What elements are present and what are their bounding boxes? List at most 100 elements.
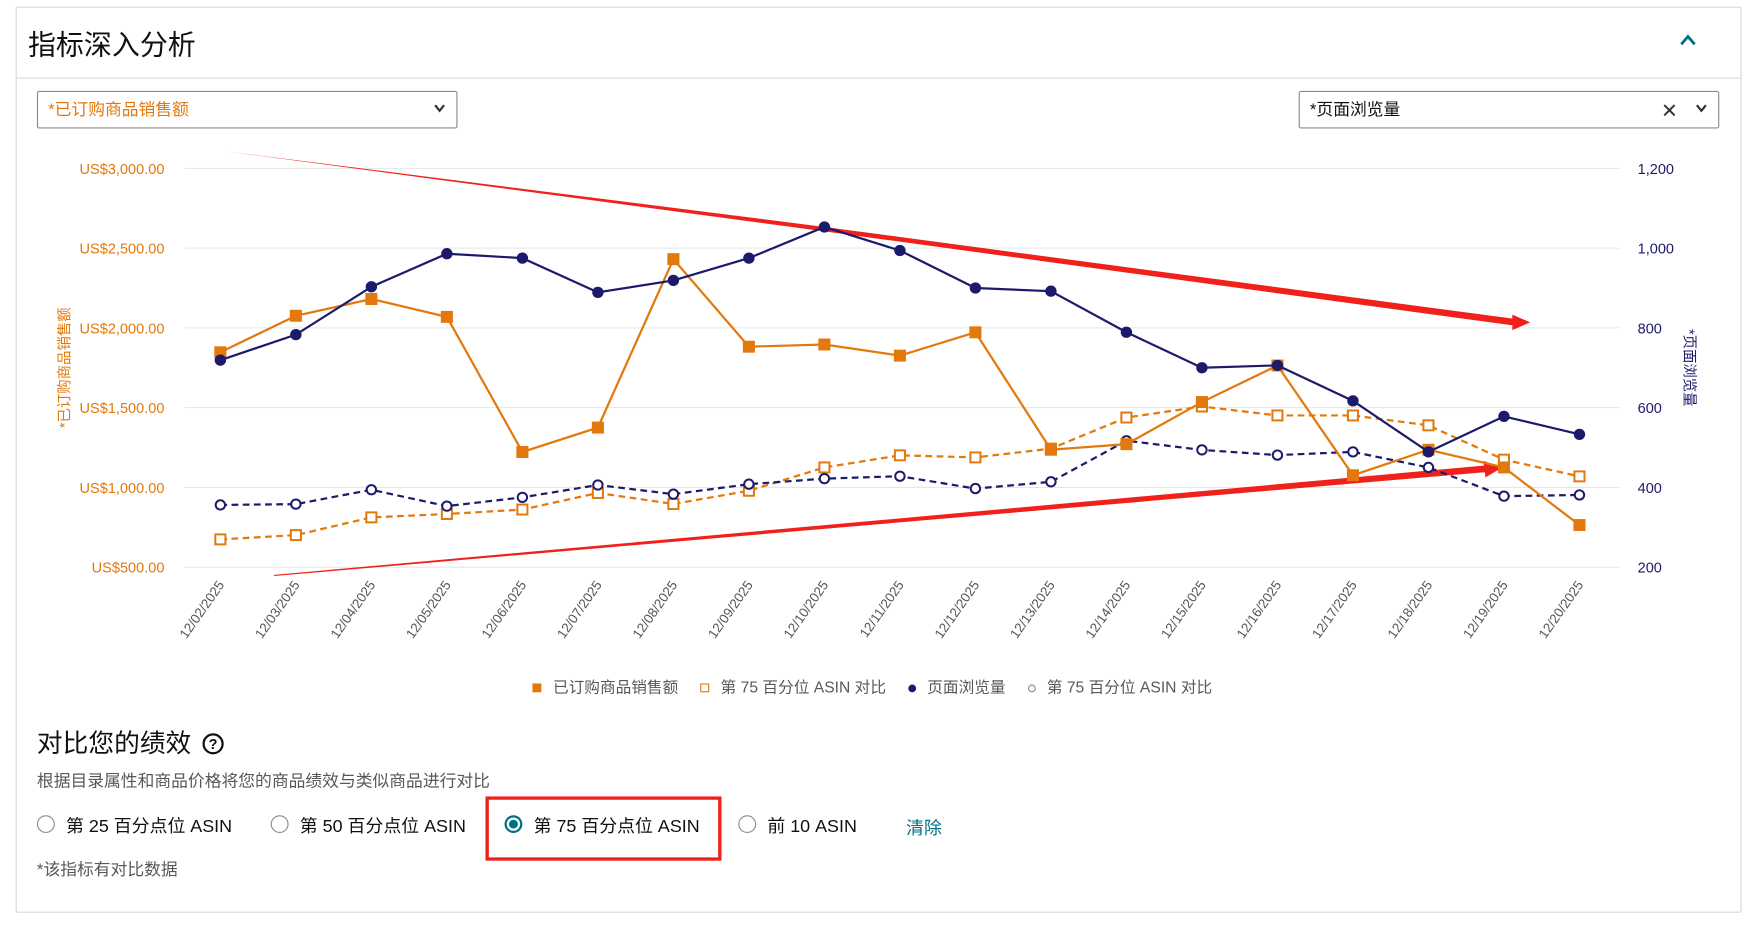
data-point xyxy=(441,248,453,260)
data-point xyxy=(818,461,831,474)
right-metric-select[interactable]: *页面浏览量 ✕ xyxy=(1298,90,1720,129)
data-point xyxy=(290,498,302,510)
legend-item[interactable]: 第 75 百分位 ASIN 对比 xyxy=(1027,678,1212,696)
line-chart: US$500.00 US$1,000.00 US$1,500.00 US$2,000.… xyxy=(56,151,1698,641)
y-left-tick-label: US$500.00 xyxy=(92,561,165,577)
radio-label: 第 25 百分点位 ASIN xyxy=(65,817,233,837)
circle-open-icon xyxy=(1027,684,1036,693)
radio-circle[interactable] xyxy=(270,815,289,833)
data-point xyxy=(365,511,378,524)
legend-item[interactable]: 第 75 百分位 ASIN 对比 xyxy=(700,677,886,696)
legend-item[interactable]: 已订购商品销售额 xyxy=(532,678,678,696)
data-point xyxy=(893,449,906,462)
series-line xyxy=(220,225,1580,454)
x-tick-label: 12/02/2025 xyxy=(176,578,227,641)
data-point xyxy=(743,252,755,264)
series-line xyxy=(219,257,1581,526)
y-left-tick-label: US$3,000.00 xyxy=(80,162,165,178)
x-tick-label: 12/10/2025 xyxy=(781,578,832,641)
metric-analysis-panel: 指标深入分析 xyxy=(15,6,1742,913)
clear-link[interactable]: 清除 xyxy=(906,819,942,839)
x-tick-label: 12/15/2025 xyxy=(1158,578,1209,641)
radio-p25[interactable]: 第 25 百分点位 ASIN xyxy=(36,811,233,838)
arrow-head-icon xyxy=(1512,314,1531,331)
legend-label: 页面浏览量 xyxy=(927,677,1006,696)
left-metric-value: *已订购商品销售额 xyxy=(48,100,189,120)
x-tick-label: 12/13/2025 xyxy=(1007,578,1058,641)
data-point xyxy=(893,349,906,362)
data-point xyxy=(667,253,680,266)
y-right-tick-label: 200 xyxy=(1638,561,1662,577)
data-point xyxy=(818,221,831,233)
data-point xyxy=(1120,438,1133,451)
radio-circle-selected[interactable] xyxy=(504,815,523,833)
data-point xyxy=(667,497,680,510)
highlight-box xyxy=(485,796,722,861)
circle-filled-icon xyxy=(908,684,917,693)
data-point xyxy=(214,354,227,366)
radio-circle[interactable] xyxy=(36,815,55,833)
data-point xyxy=(441,500,453,512)
data-point xyxy=(290,329,302,341)
y-left-tick-label: US$1,500.00 xyxy=(80,401,165,417)
y-left-axis-label: *已订购商品销售额 xyxy=(56,307,73,428)
data-point xyxy=(289,309,302,322)
y-left-tick-label: US$2,500.00 xyxy=(80,242,165,258)
data-point xyxy=(1271,449,1284,461)
data-point xyxy=(1196,444,1208,456)
data-point xyxy=(1120,411,1133,424)
data-point xyxy=(1271,409,1284,422)
radio-label: 第 50 百分点位 ASIN xyxy=(299,817,466,837)
data-point xyxy=(894,470,906,482)
chevron-up-icon[interactable] xyxy=(1680,32,1696,48)
data-point xyxy=(365,281,378,293)
data-point xyxy=(969,282,982,294)
x-tick-label: 12/20/2025 xyxy=(1536,578,1587,641)
data-point xyxy=(969,451,982,464)
data-point xyxy=(742,340,755,353)
radio-top10[interactable]: 前 10 ASIN xyxy=(738,811,857,838)
data-point xyxy=(1347,395,1359,407)
left-metric-select[interactable]: *已订购商品销售额 xyxy=(36,90,458,129)
x-tick-label: 12/03/2025 xyxy=(252,578,303,641)
data-point xyxy=(440,310,453,323)
x-tick-label: 12/16/2025 xyxy=(1234,578,1285,641)
y-left-tick-label: US$1,000.00 xyxy=(80,481,165,497)
x-tick-label: 12/17/2025 xyxy=(1309,578,1360,641)
data-point xyxy=(1573,470,1586,483)
data-point xyxy=(365,293,378,305)
x-tick-label: 12/19/2025 xyxy=(1460,578,1511,641)
legend-item[interactable]: 页面浏览量 xyxy=(908,677,1006,696)
radio-p75[interactable]: 第 75 百分点位 ASIN xyxy=(504,811,700,838)
radio-p50[interactable]: 第 50 百分点位 ASIN xyxy=(270,811,466,838)
data-point xyxy=(1498,410,1510,423)
data-point xyxy=(1346,469,1359,482)
y-right-tick-label: 600 xyxy=(1638,401,1662,417)
arrow-head-icon xyxy=(1483,460,1503,478)
x-tick-label: 12/11/2025 xyxy=(857,578,907,640)
help-icon[interactable]: ? xyxy=(202,733,224,755)
compare-title-text: 对比您的绩效 xyxy=(36,728,192,758)
data-point xyxy=(516,445,529,458)
y-right-tick-label: 1,000 xyxy=(1638,242,1674,258)
radio-label: 前 10 ASIN xyxy=(767,817,857,837)
x-tick-label: 12/14/2025 xyxy=(1083,578,1134,641)
data-point xyxy=(1497,461,1510,474)
data-point xyxy=(667,488,680,500)
panel-header: 指标深入分析 xyxy=(16,8,1741,79)
data-point xyxy=(1045,476,1057,488)
chart-legend: 已订购商品销售额 第 75 百分位 ASIN 对比 页面浏览量 第 75 百分位… xyxy=(0,676,1745,698)
legend-label: 第 75 百分位 ASIN 对比 xyxy=(720,677,886,696)
data-point xyxy=(1422,419,1435,432)
radio-circle[interactable] xyxy=(738,815,757,833)
x-tick-label: 12/09/2025 xyxy=(705,578,756,641)
data-point xyxy=(1044,443,1057,456)
clear-icon[interactable]: ✕ xyxy=(1661,99,1678,122)
data-point xyxy=(1271,359,1284,372)
annotation-arrow-up xyxy=(274,465,1489,577)
square-open-icon xyxy=(700,683,710,693)
data-point xyxy=(516,491,529,504)
data-point xyxy=(1573,428,1586,441)
data-point xyxy=(1422,461,1435,474)
data-point xyxy=(214,533,227,546)
